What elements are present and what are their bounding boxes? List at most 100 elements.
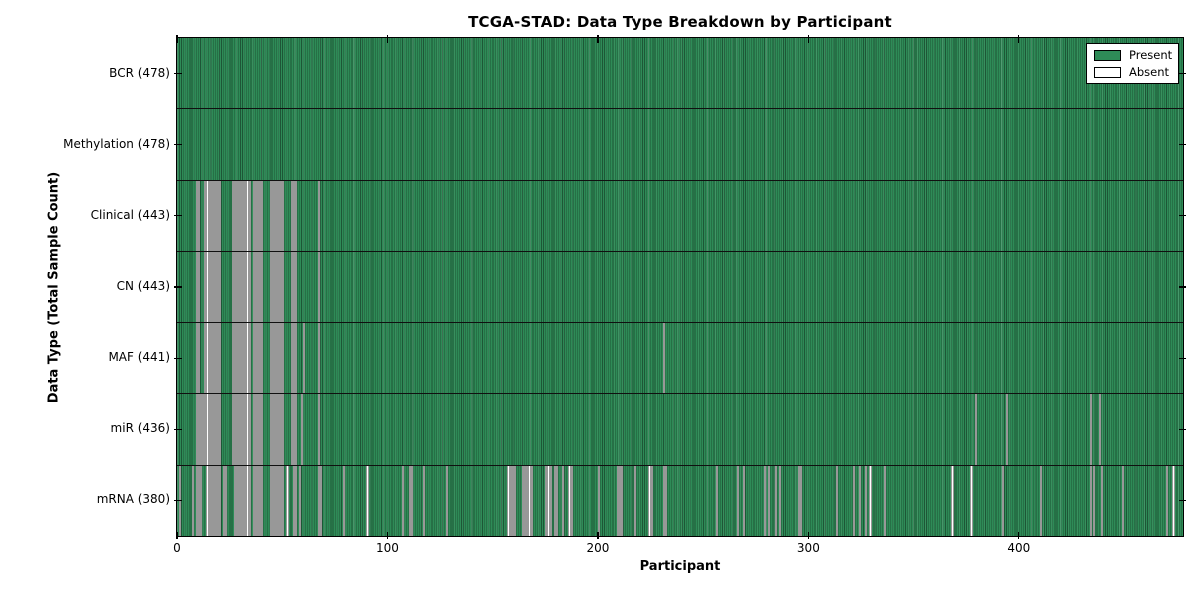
y-tick-right [1178,428,1186,430]
absent-bar [244,323,247,394]
absent-bar [235,251,239,323]
absent-bar [256,180,260,251]
absent-bar [206,394,209,465]
absent-bar [269,465,272,536]
absent-bar [214,465,217,536]
absent-bar [597,465,600,536]
absent-bar [219,465,222,536]
absent-bar [254,251,257,323]
absent-bar [210,465,213,536]
x-tick-top [1018,35,1020,43]
absent-bar [206,323,209,394]
absent-bar [216,251,220,323]
absent-bar [216,465,220,536]
absent-bar [212,180,215,251]
absent-bar [252,465,255,536]
absent-bar [294,180,297,251]
x-tick-bottom [176,531,178,539]
absent-bar [235,323,239,394]
absent-bar [204,180,207,251]
absent-bar [280,180,283,251]
absent-bar [214,251,217,323]
absent-bar [294,323,297,394]
absent-bar [269,180,272,251]
absent-bar [275,465,278,536]
x-tick-top [807,35,809,43]
absent-bar [648,465,651,536]
y-tick-left [174,499,182,502]
heatmap-plot-area [177,38,1183,536]
chart-title: TCGA-STAD: Data Type Breakdown by Partic… [468,13,892,31]
absent-bar [225,465,228,536]
absent-bar [204,394,207,465]
absent-bar [1090,465,1093,536]
absent-bar [216,180,220,251]
absent-bar [233,251,236,323]
absent-bar [522,465,525,536]
absent-bar [219,323,222,394]
x-tick-label: 300 [796,541,820,555]
absent-bar [318,180,321,251]
absent-bar [292,465,295,536]
absent-bar [290,323,293,394]
legend-label-absent: Absent [1129,65,1170,79]
y-tick-label-mir: miR (436) [110,421,170,436]
absent-bar [292,180,295,251]
absent-bar [244,394,247,465]
absent-bar [275,394,278,465]
absent-bar [214,180,217,251]
y-tick-right [1178,72,1186,75]
absent-bar [233,394,236,465]
absent-bar [231,323,234,394]
absent-bar [1100,465,1103,536]
absent-bar [198,465,201,536]
x-axis-title: Participant [639,559,721,574]
absent-bar [240,465,243,536]
absent-bar [244,180,247,251]
absent-bar [212,251,215,323]
absent-bar [1172,465,1175,536]
absent-bar [273,251,276,323]
absent-bar [280,323,283,394]
x-tick-top [386,35,389,43]
absent-bar [240,251,243,323]
absent-bar [198,180,201,251]
absent-bar [869,465,872,536]
absent-bar [254,180,257,251]
absent-bar [273,394,276,465]
absent-bar [402,465,405,536]
absent-bar [1002,465,1005,536]
absent-bar [736,465,739,536]
absent-bar [208,180,211,251]
x-tick-label: 400 [1007,541,1031,555]
y-tick-left [174,144,182,146]
absent-bar [210,180,213,251]
x-tick-label: 100 [376,541,399,555]
absent-bar [214,323,217,394]
absent-bar [248,323,251,394]
absent-bar [778,465,781,536]
absent-bar [238,394,241,465]
absent-bar [195,180,199,251]
absent-bar [216,394,220,465]
absent-bar [774,465,777,536]
absent-bar [223,465,226,536]
absent-bar [254,465,257,536]
absent-bar [292,323,295,394]
absent-bar [200,465,203,536]
absent-bar [633,465,636,536]
absent-bar [294,394,297,465]
absent-bar [231,394,234,465]
absent-bar [1121,465,1125,536]
present-swatch [1094,49,1121,61]
absent-bar [242,323,245,394]
absent-bar [290,394,293,465]
absent-bar [235,180,239,251]
absent-bar [248,465,251,536]
absent-bar [252,180,255,251]
absent-bar [665,465,668,536]
absent-bar [526,465,529,536]
absent-bar [195,323,199,394]
y-tick-label-maf: MAF (441) [108,350,170,365]
absent-bar [768,465,771,536]
